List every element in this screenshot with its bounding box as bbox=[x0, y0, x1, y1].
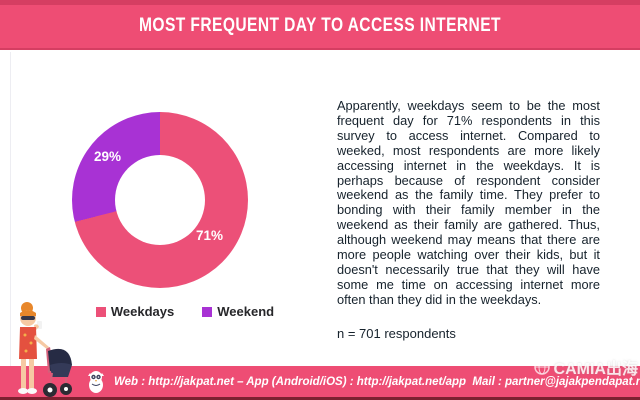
chart-legend: Weekdays Weekend bbox=[60, 304, 310, 319]
header-band: MOST FREQUENT DAY TO ACCESS INTERNET bbox=[0, 0, 640, 50]
left-divider bbox=[10, 52, 11, 366]
analysis-paragraph: Apparently, weekdays seem to be the most… bbox=[337, 98, 600, 307]
legend-swatch bbox=[202, 306, 213, 317]
watermark-text: CAMIA出海 bbox=[553, 361, 638, 378]
legend-label-weekdays: Weekdays bbox=[110, 304, 175, 319]
page-title: MOST FREQUENT DAY TO ACCESS INTERNET bbox=[139, 15, 501, 36]
header-bottom-edge bbox=[0, 48, 640, 50]
slice-label-weekend: 29% bbox=[94, 149, 122, 164]
watermark: CAMIA出海 bbox=[530, 355, 638, 379]
footer-band: Web : http://jakpat.net – App (Android/i… bbox=[0, 366, 640, 397]
legend-item-weekend: Weekend bbox=[202, 304, 274, 319]
jakpat-owl-logo-icon bbox=[88, 370, 104, 393]
chart-area: 29% 71% bbox=[72, 112, 248, 288]
slice-label-weekdays: 71% bbox=[196, 228, 224, 243]
analysis-text-block: Apparently, weekdays seem to be the most… bbox=[337, 98, 600, 341]
donut-hole bbox=[115, 155, 205, 245]
legend-label-weekend: Weekend bbox=[217, 304, 275, 319]
legend-item-weekdays: Weekdays bbox=[95, 304, 175, 319]
stroller-illustration bbox=[18, 302, 72, 397]
camia-globe-icon bbox=[530, 359, 550, 375]
bottom-strip bbox=[0, 397, 640, 400]
sample-size-note: n = 701 respondents bbox=[337, 325, 456, 341]
footer-contact-line[interactable]: Web : http://jakpat.net – App (Android/i… bbox=[114, 375, 640, 388]
header-top-edge bbox=[0, 0, 640, 5]
legend-swatch bbox=[95, 306, 106, 317]
